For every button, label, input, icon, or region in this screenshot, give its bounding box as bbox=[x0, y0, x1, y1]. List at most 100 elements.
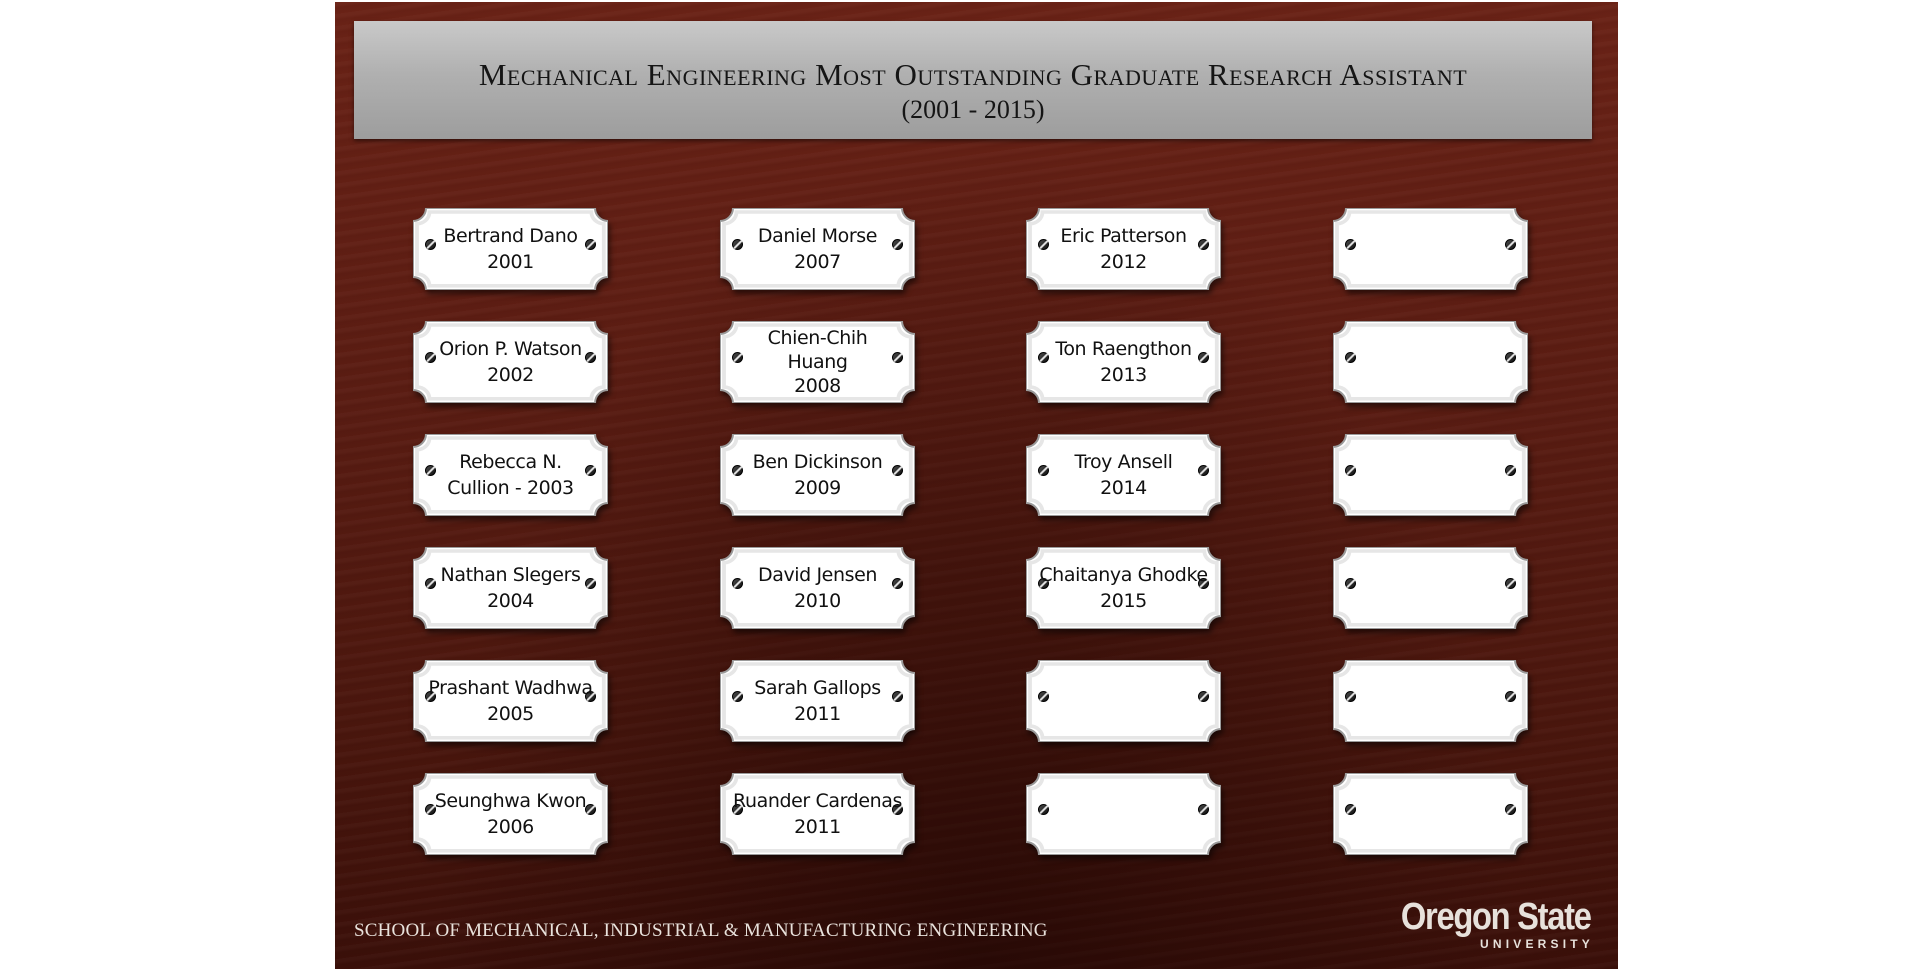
plaque-text: Ruander Cardenas 2011 bbox=[730, 773, 905, 855]
plaque-year: 2001 bbox=[487, 251, 534, 273]
blank-plaque bbox=[1333, 660, 1528, 742]
screw-icon bbox=[892, 691, 903, 702]
plaque-text: Daniel Morse 2007 bbox=[730, 208, 905, 290]
name-plaque: Eric Patterson 2012 bbox=[1026, 208, 1221, 290]
blank-plaque bbox=[1333, 434, 1528, 516]
screw-icon bbox=[732, 465, 743, 476]
plaque-name: Ben Dickinson bbox=[752, 451, 883, 473]
screw-icon bbox=[1038, 691, 1049, 702]
screw-icon bbox=[585, 804, 596, 815]
screw-icon bbox=[585, 465, 596, 476]
plaque-shape bbox=[720, 773, 915, 855]
plaque-shape bbox=[413, 321, 608, 403]
screw-icon bbox=[585, 352, 596, 363]
screw-icon bbox=[1198, 691, 1209, 702]
plaque-text: Rebecca N. Cullion - 2003 bbox=[423, 434, 598, 516]
plaque-text: Bertrand Dano 2001 bbox=[423, 208, 598, 290]
plaque-name: Chaitanya Ghodke bbox=[1039, 564, 1208, 586]
screw-icon bbox=[425, 578, 436, 589]
blank-plaque bbox=[1026, 773, 1221, 855]
screw-icon bbox=[425, 804, 436, 815]
board-title: Mechanical Engineering Most Outstanding … bbox=[478, 57, 1468, 92]
plaque-shape bbox=[720, 547, 915, 629]
plaque-shape bbox=[1026, 547, 1221, 629]
plaque-name: Troy Ansell bbox=[1074, 451, 1173, 473]
name-plaque: David Jensen 2010 bbox=[720, 547, 915, 629]
plaque-text: Orion P. Watson 2002 bbox=[423, 321, 598, 403]
plaque-shape bbox=[1333, 547, 1528, 629]
plaque-year: 2012 bbox=[1100, 251, 1147, 273]
plaque-shape bbox=[413, 660, 608, 742]
name-plaque: Ton Raengthon 2013 bbox=[1026, 321, 1221, 403]
plaque-shape bbox=[1026, 208, 1221, 290]
plaque-year: 2005 bbox=[487, 703, 534, 725]
plaque-text: Ben Dickinson 2009 bbox=[730, 434, 905, 516]
screw-icon bbox=[1198, 465, 1209, 476]
plaque-shape bbox=[1026, 434, 1221, 516]
plaque-year: 2002 bbox=[487, 364, 534, 386]
plaque-shape bbox=[1333, 434, 1528, 516]
plaque-name: Seunghwa Kwon bbox=[434, 790, 587, 812]
screw-icon bbox=[892, 465, 903, 476]
screw-icon bbox=[732, 352, 743, 363]
screw-icon bbox=[1198, 239, 1209, 250]
screw-icon bbox=[425, 691, 436, 702]
name-plaque: Sarah Gallops 2011 bbox=[720, 660, 915, 742]
name-plaque: Ruander Cardenas 2011 bbox=[720, 773, 915, 855]
plaque-text bbox=[1343, 434, 1518, 516]
plaque-name: Daniel Morse bbox=[757, 225, 878, 247]
screw-icon bbox=[1505, 239, 1516, 250]
screw-icon bbox=[732, 691, 743, 702]
plaque-name: Ruander Cardenas bbox=[733, 790, 902, 812]
plaque-shape bbox=[720, 660, 915, 742]
plaque-shape bbox=[1026, 773, 1221, 855]
plaque-text: Chien-Chih Huang 2008 bbox=[730, 321, 905, 403]
screw-icon bbox=[892, 578, 903, 589]
plaque-name: Nathan Slegers bbox=[440, 564, 581, 586]
name-plaque: Nathan Slegers 2004 bbox=[413, 547, 608, 629]
plaque-text bbox=[1343, 321, 1518, 403]
screw-icon bbox=[1198, 578, 1209, 589]
award-board: Mechanical Engineering Most Outstanding … bbox=[335, 2, 1618, 969]
plaque-name: Prashant Wadhwa bbox=[428, 677, 593, 699]
plaque-year: 2011 bbox=[794, 816, 841, 838]
screw-icon bbox=[1505, 465, 1516, 476]
screw-icon bbox=[1038, 465, 1049, 476]
screw-icon bbox=[1345, 352, 1356, 363]
plaque-name: Sarah Gallops bbox=[754, 677, 881, 699]
plaque-year: 2015 bbox=[1100, 590, 1147, 612]
title-plate: Mechanical Engineering Most Outstanding … bbox=[354, 21, 1592, 139]
screw-icon bbox=[1038, 804, 1049, 815]
plaque-shape bbox=[413, 773, 608, 855]
plaque-year: 2007 bbox=[794, 251, 841, 273]
blank-plaque bbox=[1333, 773, 1528, 855]
screw-icon bbox=[425, 352, 436, 363]
plaque-shape bbox=[720, 321, 915, 403]
screw-icon bbox=[1505, 691, 1516, 702]
screw-icon bbox=[1198, 352, 1209, 363]
plaque-shape bbox=[413, 434, 608, 516]
plaque-text bbox=[1036, 660, 1211, 742]
plaque-name: Huang bbox=[787, 351, 848, 373]
plaque-text bbox=[1343, 208, 1518, 290]
plaque-text: Chaitanya Ghodke 2015 bbox=[1036, 547, 1211, 629]
plaque-year: 2011 bbox=[794, 703, 841, 725]
blank-plaque bbox=[1333, 208, 1528, 290]
board-years: (2001 - 2015) bbox=[901, 95, 1045, 124]
plaque-text: Ton Raengthon 2013 bbox=[1036, 321, 1211, 403]
school-name: SCHOOL OF MECHANICAL, INDUSTRIAL & MANUF… bbox=[354, 920, 1048, 941]
name-plaque: Prashant Wadhwa 2005 bbox=[413, 660, 608, 742]
plaque-text: Sarah Gallops 2011 bbox=[730, 660, 905, 742]
name-plaque: Rebecca N. Cullion - 2003 bbox=[413, 434, 608, 516]
screw-icon bbox=[892, 239, 903, 250]
plaque-year: 2006 bbox=[487, 816, 534, 838]
plaque-year: 2004 bbox=[487, 590, 534, 612]
plaque-text: Seunghwa Kwon 2006 bbox=[423, 773, 598, 855]
name-plaque: Chaitanya Ghodke 2015 bbox=[1026, 547, 1221, 629]
plaque-text: Prashant Wadhwa 2005 bbox=[423, 660, 598, 742]
plaque-year: 2014 bbox=[1100, 477, 1147, 499]
screw-icon bbox=[1345, 804, 1356, 815]
plaque-year: Cullion - 2003 bbox=[447, 477, 574, 499]
screw-icon bbox=[425, 465, 436, 476]
name-plaque: Chien-Chih Huang 2008 bbox=[720, 321, 915, 403]
